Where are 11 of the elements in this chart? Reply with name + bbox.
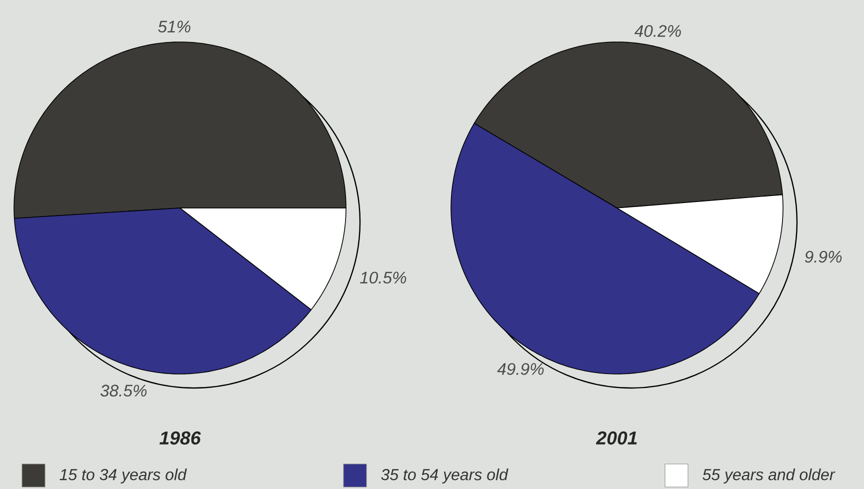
data-label: 49.9% xyxy=(497,363,544,375)
slice-label: 1986 xyxy=(160,431,201,445)
data-label: 51% xyxy=(158,20,190,32)
data-label: 10.5% xyxy=(360,272,406,284)
data-label: 38.5% xyxy=(100,384,147,397)
legend-label: 55 years and older xyxy=(702,468,836,484)
legend-label: 35 to 54 years old xyxy=(381,468,508,484)
data-label: 40.2% xyxy=(634,25,681,37)
data-label: 9.9% xyxy=(804,250,842,263)
legend-label: 15 to 34 years old xyxy=(60,468,187,484)
slice-label: 2001 xyxy=(596,431,637,445)
